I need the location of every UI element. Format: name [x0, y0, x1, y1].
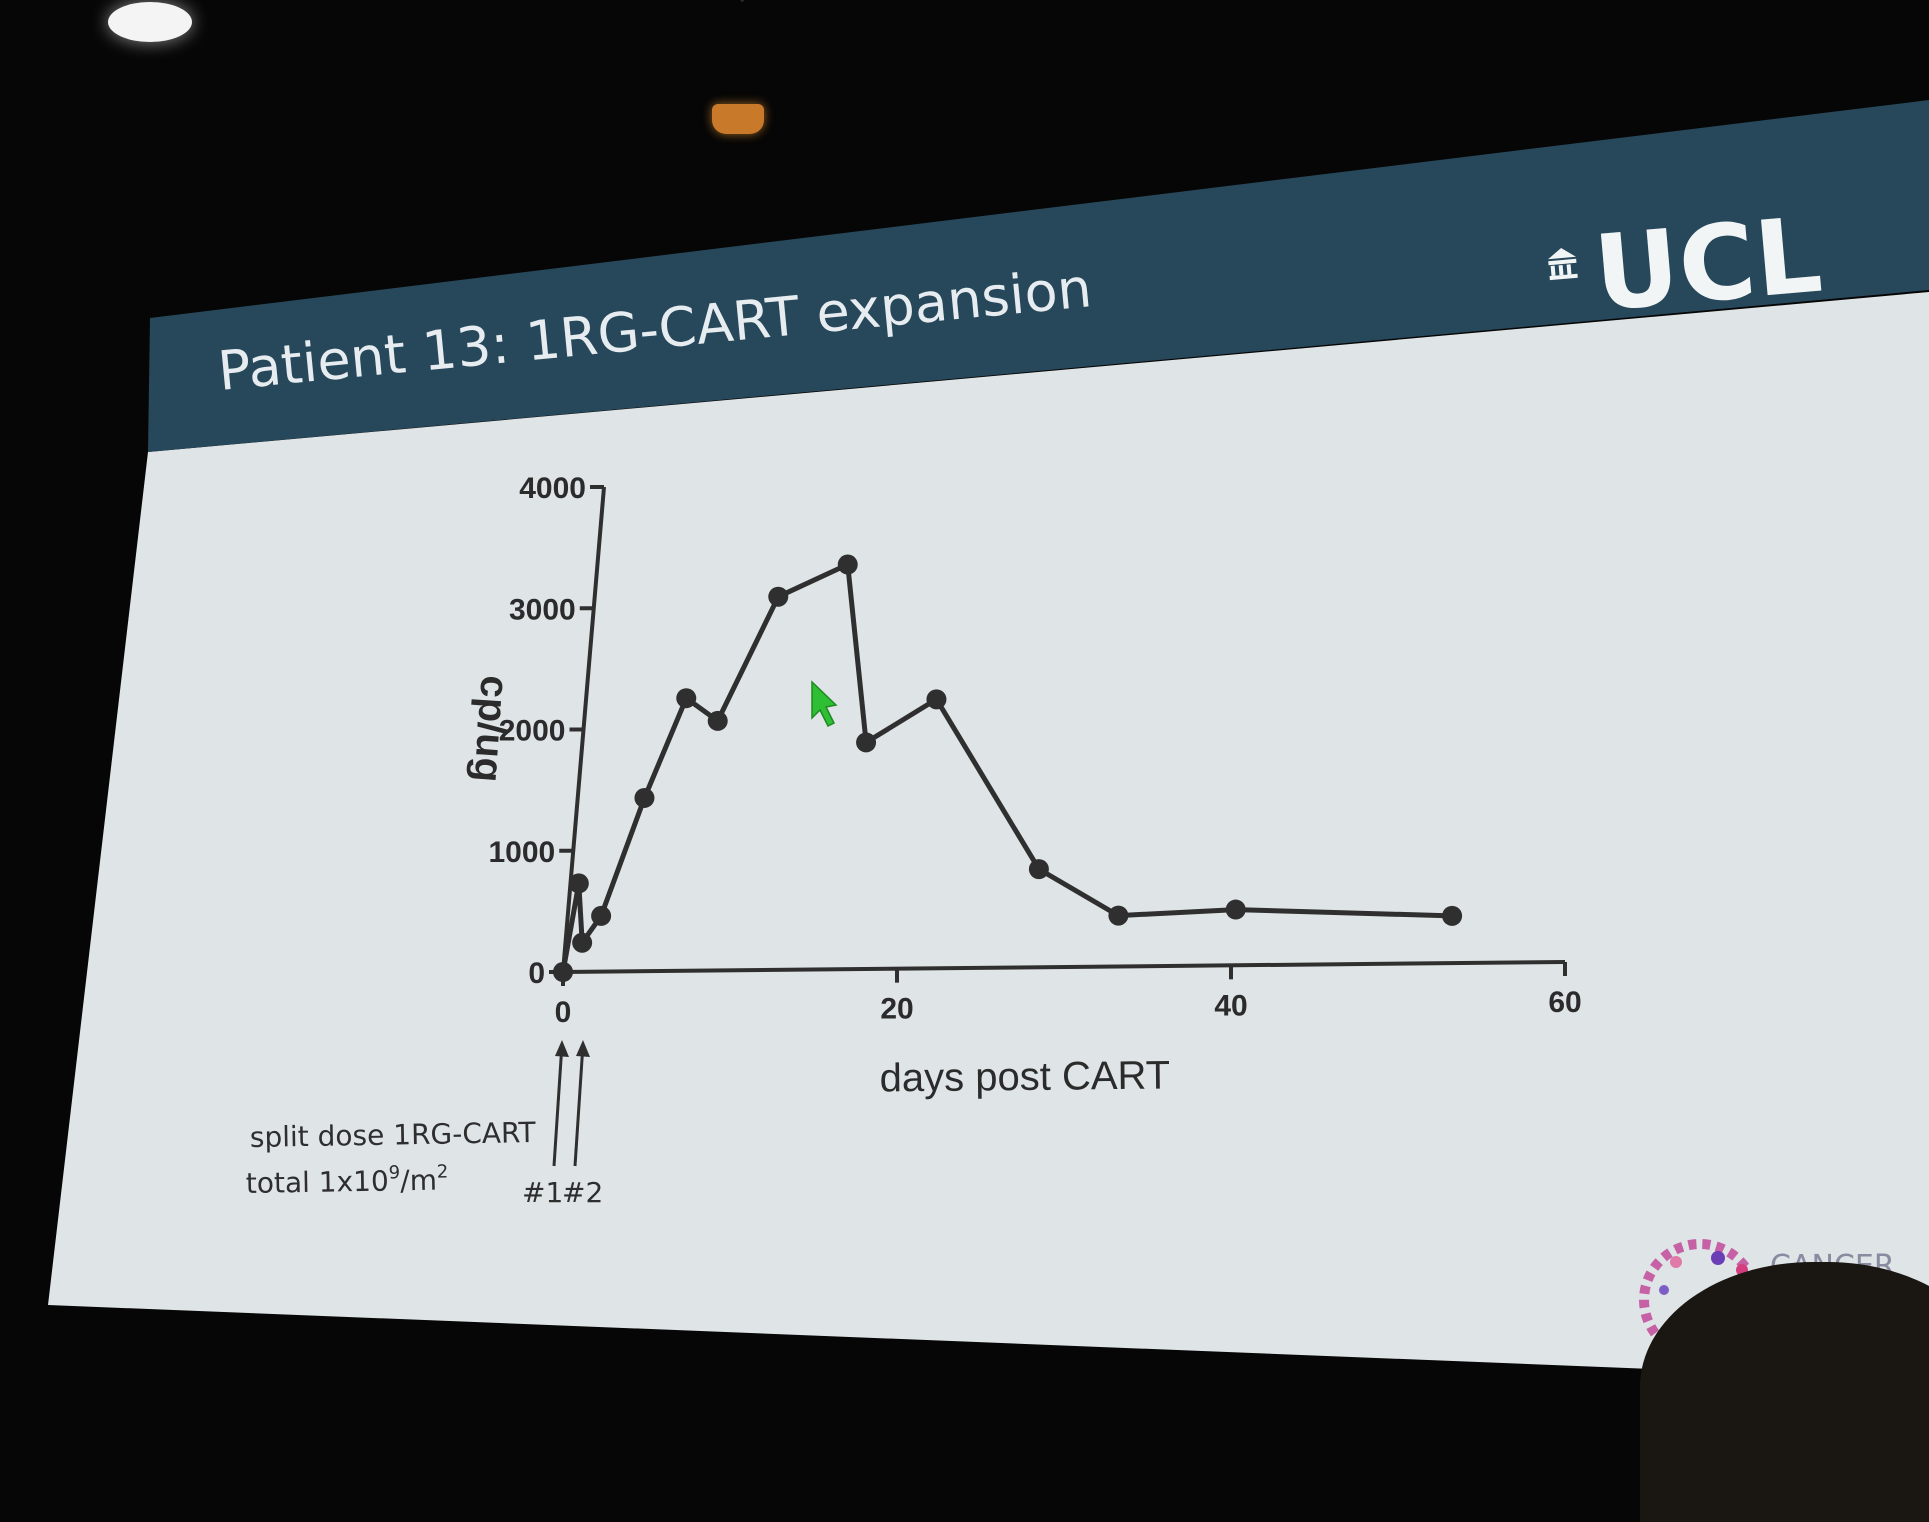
y-tick-label: 1000	[489, 836, 556, 869]
dose-arrow-2	[573, 1043, 585, 1167]
slide-body	[48, 292, 1929, 1380]
dose-line-1: split dose 1RG-CART	[250, 1116, 537, 1154]
y-tick-label: 0	[528, 957, 545, 990]
dose-arrow-2-head	[576, 1040, 590, 1057]
dose-line-2-sup2: 2	[437, 1161, 449, 1182]
data-point	[1225, 899, 1246, 920]
data-point	[553, 962, 573, 982]
y-tick-label: 2000	[499, 715, 566, 748]
mouse-cursor-icon	[811, 680, 838, 728]
data-point	[676, 688, 697, 709]
data-point	[591, 905, 612, 926]
x-axis	[562, 960, 1566, 974]
ucl-logo: UCL	[1548, 194, 1827, 335]
data-point	[926, 689, 947, 710]
dose-arrow-1-head	[555, 1040, 569, 1057]
dose-line-2-suffix: /m	[400, 1164, 437, 1198]
ceiling-lamp	[712, 104, 764, 134]
dose-line-2-sup: 9	[388, 1162, 400, 1183]
dose-annotation: split dose 1RG-CART total 1x109/m2 #1 #2	[246, 1040, 603, 1209]
slide-header	[148, 100, 1929, 452]
data-point	[707, 710, 728, 731]
data-point	[568, 873, 589, 894]
projection-screen: Patient 13: 1RG-CART expansion UCL 01000…	[48, 100, 1929, 1380]
x-tick-label: 40	[1214, 989, 1247, 1022]
y-tick-label: 3000	[509, 593, 576, 626]
dose-arrow-1-label: #1	[522, 1176, 563, 1209]
x-tick-label: 0	[555, 996, 572, 1029]
ucl-logo-text: UCL	[1590, 194, 1827, 335]
data-point	[768, 586, 789, 607]
dose-line-2-prefix: total 1x10	[246, 1165, 390, 1200]
ceiling-light	[108, 2, 192, 42]
data-point	[837, 554, 858, 575]
data-point	[856, 732, 877, 753]
dose-line-2: total 1x109/m2	[246, 1161, 449, 1200]
data-point	[1442, 905, 1463, 926]
x-tick-label: 60	[1548, 986, 1581, 1019]
y-axis-title: cp/ug	[465, 674, 516, 783]
portico-icon	[1548, 248, 1578, 281]
dose-arrow-2-label: #2	[562, 1176, 603, 1209]
data-point	[1028, 859, 1049, 880]
dose-arrow-1	[552, 1043, 564, 1167]
x-axis-title: days post CART	[879, 1053, 1170, 1100]
data-point	[572, 932, 593, 953]
line-chart: 0 1000 2000 3000 4000 0 20 40 60 cp/ug days pos…	[246, 472, 1582, 1209]
y-tick-label: 4000	[519, 472, 586, 505]
data-point	[1108, 905, 1129, 926]
x-tick-label: 20	[880, 993, 913, 1026]
data-point	[634, 787, 655, 808]
